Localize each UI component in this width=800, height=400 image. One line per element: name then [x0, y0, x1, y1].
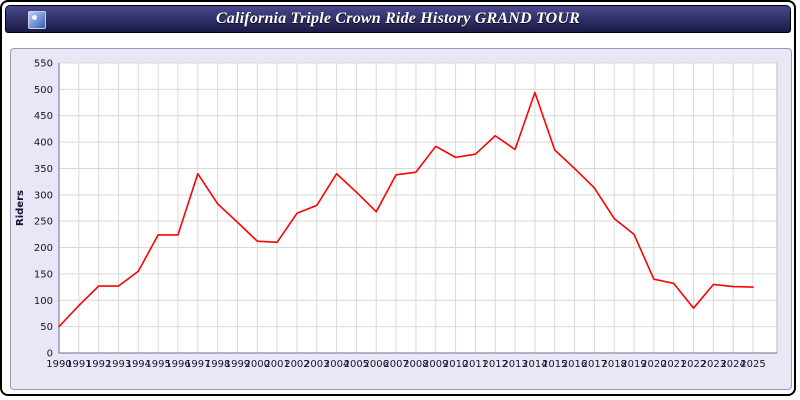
x-tick-label: 2005 — [344, 359, 369, 370]
y-tick-label: 450 — [34, 111, 53, 122]
page-title: California Triple Crown Ride History GRA… — [215, 10, 581, 27]
y-tick-label: 500 — [34, 85, 53, 96]
x-tick-label: 1998 — [205, 359, 230, 370]
x-tick-label: 2000 — [245, 359, 270, 370]
x-tick-label: 1999 — [225, 359, 250, 370]
riders-series-line — [58, 91, 754, 328]
y-tick-label: 50 — [40, 322, 53, 333]
x-tick-label: 2010 — [443, 359, 468, 370]
chart-container: 1990 1991 1992 1993 1994 1995 1996 1997 1998 1999… — [10, 48, 792, 390]
x-tick-label: 2002 — [284, 359, 309, 370]
y-tick-label: 550 — [34, 59, 53, 70]
x-tick-label: 2021 — [661, 359, 686, 370]
x-tick-label: 2007 — [383, 359, 408, 370]
x-tick-label: 2022 — [681, 359, 706, 370]
y-tick-label: 100 — [34, 296, 53, 307]
x-tick-label: 2009 — [423, 359, 448, 370]
x-tick-label: 2018 — [601, 359, 626, 370]
x-tick-label: 1995 — [145, 359, 170, 370]
x-tick-label: 2024 — [720, 359, 745, 370]
x-tick-label: 2004 — [324, 359, 349, 370]
y-tick-label: 350 — [34, 164, 53, 175]
y-tick-label: 150 — [34, 269, 53, 280]
x-tick-label: 1997 — [185, 359, 210, 370]
x-tick-label: 1996 — [165, 359, 190, 370]
ride-history-line-chart: 1990199119921993199419951996199719981999… — [15, 59, 778, 370]
x-tick-label: 2013 — [502, 359, 527, 370]
x-tick-label: 2001 — [264, 359, 289, 370]
x-tick-label: 1990 — [46, 359, 71, 370]
x-tick-label: 2023 — [701, 359, 726, 370]
y-tick-label: 250 — [34, 217, 53, 228]
app-logo-icon — [28, 11, 46, 29]
x-tick-label: 2016 — [562, 359, 587, 370]
x-tick-label: 2025 — [740, 359, 765, 370]
x-tick-label: 2011 — [463, 359, 488, 370]
y-axis-title: Riders — [15, 190, 26, 226]
x-tick-label: 2017 — [582, 359, 607, 370]
title-bar: California Triple Crown Ride History GRA… — [5, 5, 791, 33]
x-tick-label: 1994 — [126, 359, 151, 370]
x-tick-label: 1993 — [106, 359, 131, 370]
y-tick-label: 300 — [34, 190, 53, 201]
x-tick-label: 2020 — [641, 359, 666, 370]
y-tick-label: 400 — [34, 138, 53, 149]
x-tick-label: 2008 — [403, 359, 428, 370]
x-tick-label: 1991 — [66, 359, 91, 370]
x-tick-label: 2019 — [621, 359, 646, 370]
x-tick-label: 1992 — [86, 359, 111, 370]
x-tick-label: 2015 — [542, 359, 567, 370]
x-tick-label: 2006 — [364, 359, 389, 370]
x-tick-label: 2003 — [304, 359, 329, 370]
y-tick-label: 200 — [34, 243, 53, 254]
x-tick-label: 2014 — [522, 359, 547, 370]
y-tick-label: 0 — [47, 349, 53, 360]
x-tick-label: 2012 — [483, 359, 508, 370]
